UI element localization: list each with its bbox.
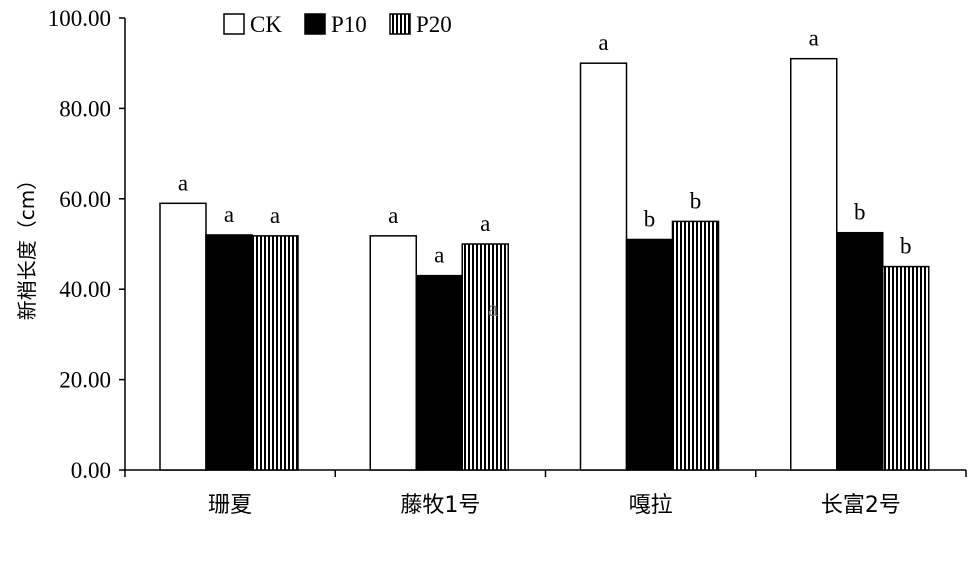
legend-label-p20: P20 xyxy=(416,12,452,37)
bar-ck xyxy=(579,62,628,471)
bar-ck xyxy=(790,57,838,471)
category-label: 嘎拉 xyxy=(629,493,673,518)
bar-p10 xyxy=(625,238,674,471)
legend-label-p10: P10 xyxy=(331,12,367,37)
legend-label-ck: CK xyxy=(250,12,282,37)
significance-label: b xyxy=(854,200,866,225)
y-tick-label: 100.00 xyxy=(48,6,111,31)
category-label: 藤牧1号 xyxy=(400,493,480,518)
significance-label: a xyxy=(809,26,819,51)
significance-label: a xyxy=(224,202,234,227)
y-tick-label: 40.00 xyxy=(59,277,111,302)
significance-label: a xyxy=(388,203,398,228)
axes: 0.00 20.00 40.00 60.00 80.00 100.00 xyxy=(48,6,967,483)
significance-label: a xyxy=(270,203,280,228)
y-axis-label: 新梢长度（cm） xyxy=(15,170,39,320)
y-tick-label: 60.00 xyxy=(59,187,111,212)
category-label: 长富2号 xyxy=(821,493,901,518)
y-tick-label: 0.00 xyxy=(71,458,111,483)
bar-p20 xyxy=(671,220,720,471)
y-tick-label: 20.00 xyxy=(59,368,111,393)
stray-annotation: a xyxy=(488,296,498,321)
bar-p20 xyxy=(251,235,299,471)
category-label: 珊夏 xyxy=(208,493,252,518)
legend-swatch-p10 xyxy=(304,13,326,35)
significance-labels: a a a a a a a b b a b b xyxy=(178,26,912,268)
significance-label: b xyxy=(900,234,912,259)
bar-ck xyxy=(369,235,417,471)
significance-label: a xyxy=(434,243,444,268)
bar-ck xyxy=(159,202,207,471)
bar-p20 xyxy=(461,243,509,471)
bar-p10 xyxy=(205,234,253,471)
y-tick-label: 80.00 xyxy=(59,96,111,121)
significance-label: a xyxy=(178,170,188,195)
significance-label: b xyxy=(690,188,702,213)
legend: CK P10 P20 xyxy=(223,12,452,37)
significance-label: a xyxy=(480,211,490,236)
significance-label: b xyxy=(644,206,656,231)
bar-p10 xyxy=(836,231,884,471)
bar-p20 xyxy=(882,265,930,471)
legend-swatch-ck xyxy=(223,13,245,35)
significance-label: a xyxy=(598,30,608,55)
category-labels: 珊夏 藤牧1号 嘎拉 长富2号 xyxy=(208,493,901,518)
bars xyxy=(159,57,930,471)
bar-p10 xyxy=(415,274,463,471)
legend-swatch-p20 xyxy=(389,13,411,35)
